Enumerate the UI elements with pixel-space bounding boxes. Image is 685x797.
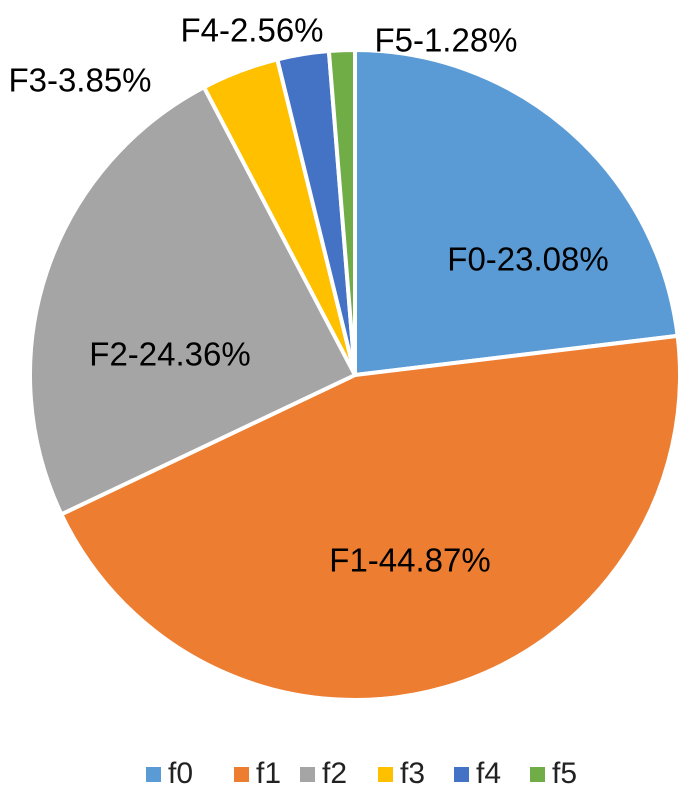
legend-item-f3: f3 [378,757,425,790]
legend-swatch-f5 [530,767,545,782]
legend-swatch-f1 [234,767,249,782]
legend-label-f2: f2 [322,757,347,790]
legend-swatch-f2 [300,767,315,782]
legend: f0 f1 f2 f3 f4 f5 [146,757,577,790]
pie-slice-f2 [28,85,357,517]
legend-label-f5: f5 [552,757,577,790]
slice-label-f5: F5-1.28% [374,22,517,59]
legend-item-f5: f5 [530,757,577,790]
legend-label-f4: f4 [476,757,501,790]
legend-label-f3: f3 [400,757,425,790]
legend-item-f2: f2 [300,757,347,790]
legend-item-f1: f1 [234,757,281,790]
pie-slice-f5 [326,48,357,377]
pie-slice-f1 [59,333,682,702]
slice-label-f3: F3-3.85% [8,62,151,99]
pie-slice-f0 [353,48,680,377]
slice-labels: F0-23.08% F1-44.87% F2-24.36% F3-3.85% F4-2.… [8,12,608,579]
legend-swatch-f4 [454,767,469,782]
slice-label-f2: F2-24.36% [89,336,250,373]
slice-label-f4: F4-2.56% [180,12,323,49]
legend-item-f0: f0 [146,757,193,790]
legend-label-f1: f1 [256,757,281,790]
pie-slices [28,48,682,702]
slice-label-f0: F0-23.08% [447,241,608,278]
legend-label-f0: f0 [168,757,193,790]
slice-label-f1: F1-44.87% [329,542,490,579]
legend-swatch-f0 [146,767,161,782]
legend-swatch-f3 [378,767,393,782]
legend-item-f4: f4 [454,757,501,790]
